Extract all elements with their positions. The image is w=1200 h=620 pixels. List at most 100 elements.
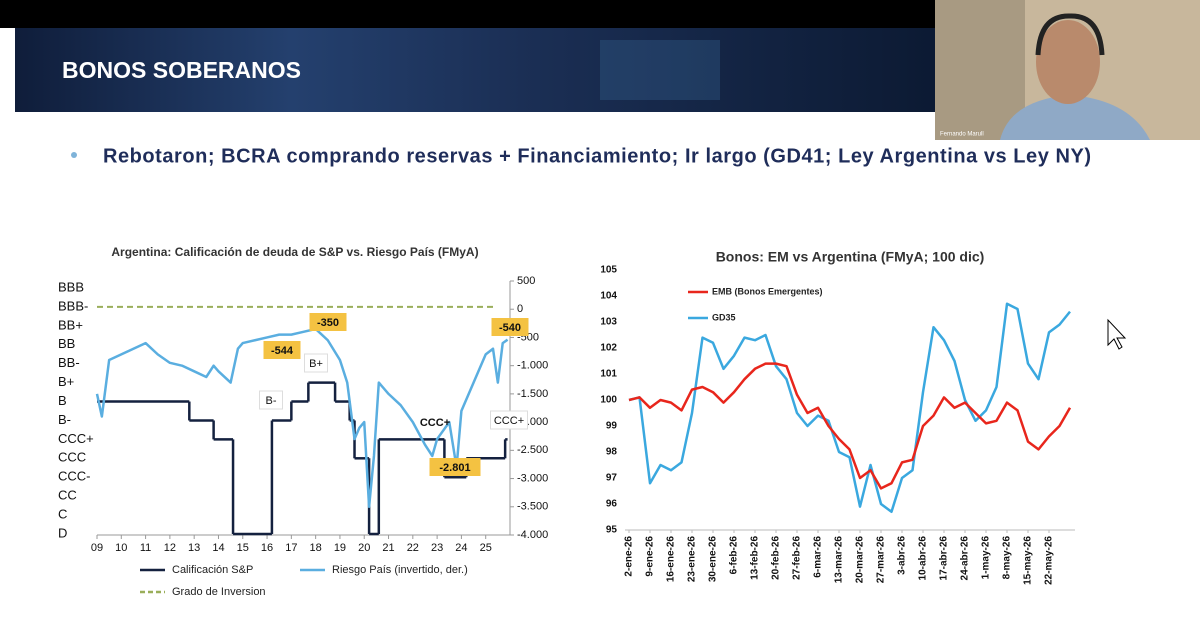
- webcam-person-shirt: [1000, 95, 1150, 140]
- x-tick-label: 21: [382, 542, 394, 554]
- annotation-box: [491, 318, 529, 336]
- y-tick-label: 98: [606, 447, 618, 458]
- x-tick-label: 22: [407, 542, 419, 554]
- chart-title: Bonos: EM vs Argentina (FMyA; 100 dic): [716, 249, 985, 265]
- x-tick-label: 09: [91, 542, 103, 554]
- annotation: -2.801: [439, 462, 470, 474]
- x-tick-label: 19: [334, 542, 346, 554]
- bullet-text: Rebotaron; BCRA comprando reservas + Fin…: [103, 145, 1091, 167]
- x-tick-label: 16-ene-26: [666, 536, 677, 583]
- x-tick-label: 27-feb-26: [792, 536, 803, 580]
- y-tick-label: 97: [606, 473, 618, 484]
- y2-tick-label: -1.000: [517, 360, 548, 372]
- legend-label: Riesgo País (invertido, der.): [332, 564, 468, 576]
- y-tick-label: 102: [600, 343, 617, 354]
- chart-title: Argentina: Calificación de deuda de S&P …: [111, 245, 479, 259]
- x-tick-label: 13-feb-26: [750, 536, 761, 580]
- y-tick-label: C: [58, 507, 67, 522]
- x-tick-label: 14: [212, 542, 224, 554]
- x-tick-label: 3-abr-26: [897, 536, 908, 575]
- y-tick-label: BB-: [58, 355, 80, 370]
- y-tick-label: 104: [600, 291, 617, 302]
- y-tick-label: 100: [600, 395, 617, 406]
- y-tick-label: CCC+: [58, 431, 94, 446]
- x-tick-label: 1-may-26: [981, 536, 992, 580]
- top-bar: [0, 0, 935, 28]
- x-tick-label: 18: [310, 542, 322, 554]
- banner-glow: [600, 40, 720, 100]
- legend-label: Calificación S&P: [172, 564, 253, 576]
- x-tick-label: 15: [237, 542, 249, 554]
- y-tick-label: 105: [600, 265, 617, 276]
- x-tick-label: 6-mar-26: [813, 536, 824, 578]
- x-tick-label: 8-may-26: [1002, 536, 1013, 580]
- y-tick-label: 95: [606, 525, 618, 536]
- x-tick-label: 20-mar-26: [855, 536, 866, 584]
- y-tick-label: BBB-: [58, 298, 88, 313]
- annotation-box: [259, 390, 283, 410]
- y-tick-label: D: [58, 525, 67, 540]
- annotation-box: [263, 341, 301, 359]
- annotation: -544: [271, 345, 294, 357]
- annotation: B+: [309, 358, 323, 370]
- annotation: CCC+: [494, 415, 524, 427]
- mouse-cursor: [1107, 318, 1127, 350]
- x-tick-label: 20: [358, 542, 370, 554]
- x-tick-label: 15-may-26: [1023, 536, 1034, 585]
- y-tick-label: 99: [606, 421, 618, 432]
- x-tick-label: 22-may-26: [1044, 536, 1055, 585]
- x-tick-label: 10: [115, 542, 127, 554]
- risk-line: [95, 327, 509, 509]
- y-tick-label: B+: [58, 374, 74, 389]
- y2-tick-label: 0: [517, 303, 523, 315]
- legend-label: Grado de Inversion: [172, 586, 266, 598]
- x-tick-label: 27-mar-26: [876, 536, 887, 584]
- y-tick-label: B-: [58, 412, 71, 427]
- y2-tick-label: -3.500: [517, 501, 548, 513]
- annotation-box: [304, 353, 328, 373]
- y-tick-label: CCC: [58, 450, 86, 465]
- y-tick-label: 101: [600, 369, 617, 380]
- y2-tick-label: 500: [517, 275, 535, 287]
- x-tick-label: 6-feb-26: [729, 536, 740, 575]
- annotation-box: [309, 313, 347, 331]
- series-line: [628, 362, 1072, 490]
- x-tick-label: 17-abr-26: [939, 536, 950, 581]
- banner: [15, 28, 935, 112]
- y-tick-label: CCC-: [58, 469, 91, 484]
- y-tick-label: CC: [58, 488, 77, 503]
- x-tick-label: 23: [431, 542, 443, 554]
- y2-tick-label: -1.500: [517, 388, 548, 400]
- y-tick-label: BB+: [58, 317, 83, 332]
- annotation: CCC+: [420, 417, 450, 429]
- webcam-wall: [935, 0, 1025, 140]
- annotation: -540: [499, 322, 521, 334]
- y2-tick-label: -4.000: [517, 529, 548, 541]
- annotation-box: [429, 458, 481, 476]
- x-tick-label: 25: [480, 542, 492, 554]
- y-tick-label: BBB: [58, 279, 84, 294]
- y-tick-label: 96: [606, 499, 618, 510]
- series-line: [628, 302, 1071, 514]
- legend-label: EMB (Bonos Emergentes): [712, 286, 823, 296]
- webcam-name: Fernando Marull: [940, 132, 984, 138]
- x-tick-label: 23-ene-26: [687, 536, 698, 583]
- x-tick-label: 10-abr-26: [918, 536, 929, 581]
- webcam-headset: [1035, 13, 1105, 56]
- annotation: -350: [317, 317, 339, 329]
- x-tick-label: 9-ene-26: [645, 536, 656, 577]
- x-tick-label: 17: [285, 542, 297, 554]
- y-tick-label: BB: [58, 336, 75, 351]
- y-tick-label: B: [58, 393, 67, 408]
- x-tick-label: 30-ene-26: [708, 536, 719, 583]
- x-tick-label: 2-ene-26: [624, 536, 635, 577]
- y2-tick-label: -3.000: [517, 472, 548, 484]
- x-tick-label: 20-feb-26: [771, 536, 782, 580]
- x-tick-label: 24-abr-26: [960, 536, 971, 581]
- x-tick-label: 12: [164, 542, 176, 554]
- x-tick-label: 13: [188, 542, 200, 554]
- x-tick-label: 24: [455, 542, 467, 554]
- y2-tick-label: -2.500: [517, 444, 548, 456]
